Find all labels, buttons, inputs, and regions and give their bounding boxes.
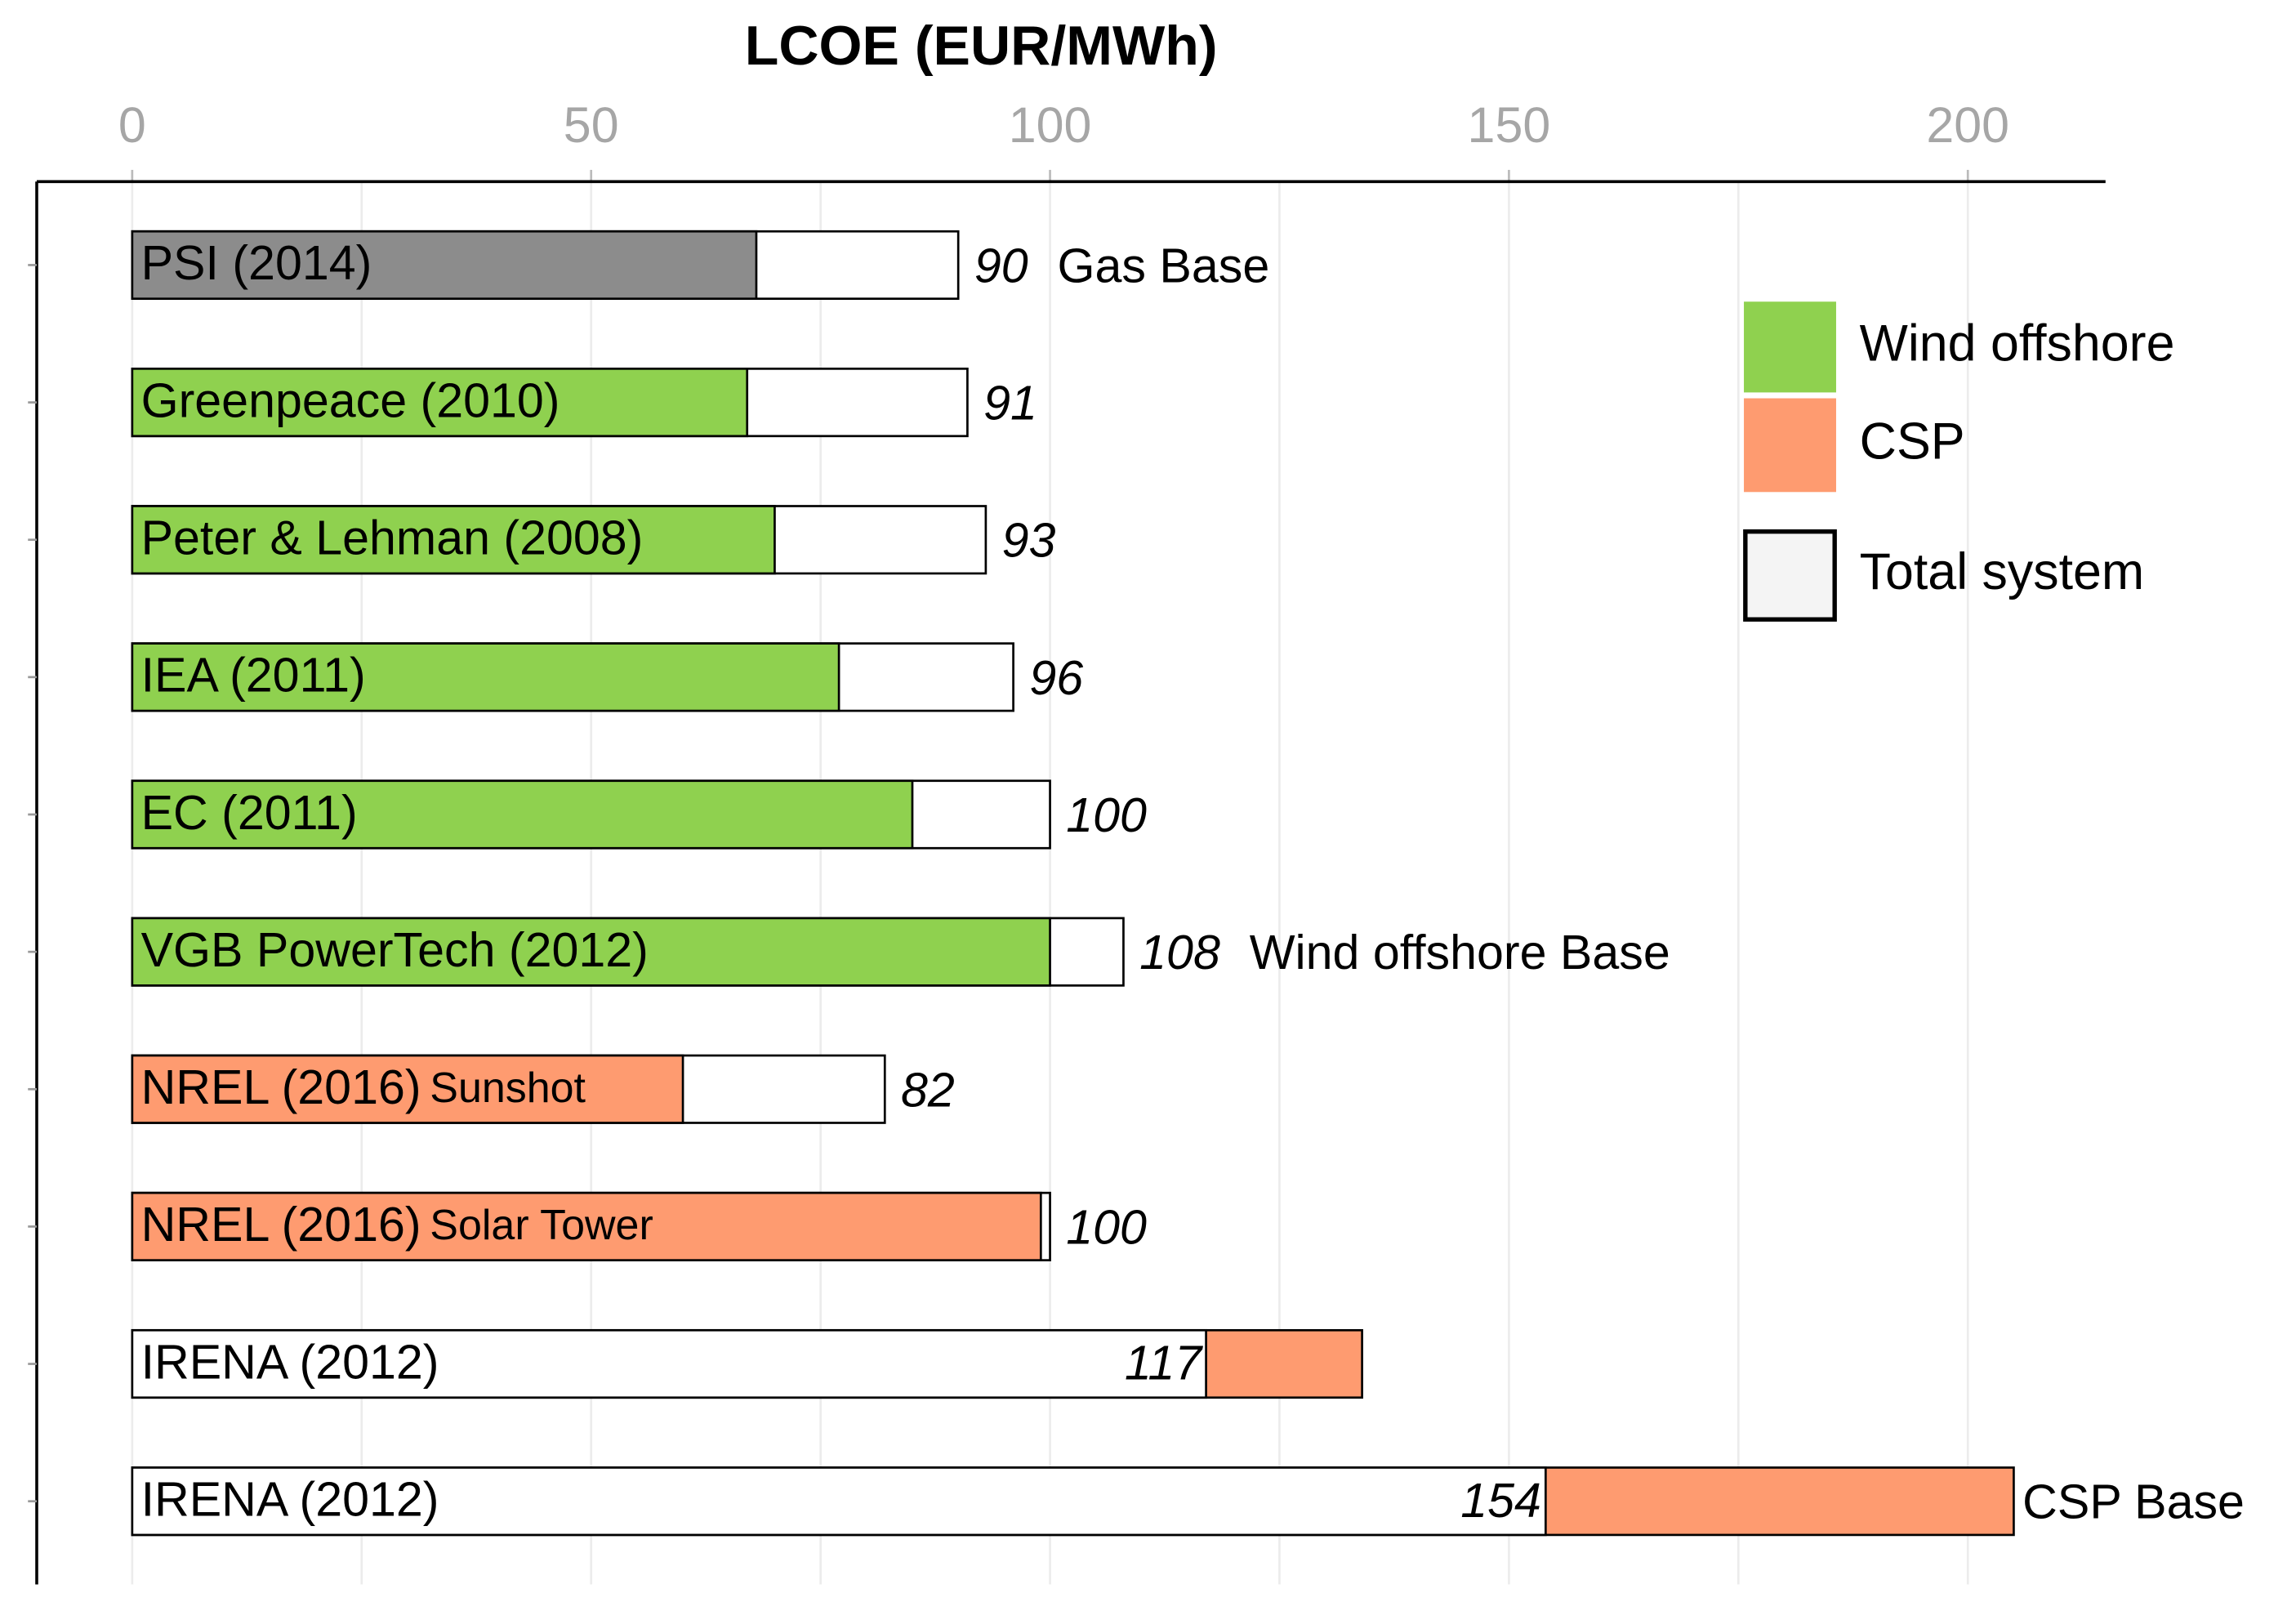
category-name: IRENA (2012) — [141, 1334, 439, 1389]
legend-label: CSP — [1860, 413, 1965, 470]
total-label: 100 — [1066, 788, 1147, 842]
category-suffix: Solar Tower — [430, 1202, 653, 1249]
chart-title: LCOE (EUR/MWh) — [745, 15, 1218, 77]
lcoe-bar — [131, 779, 914, 850]
total-label: 117 — [1125, 1336, 1203, 1390]
category-name: Greenpeace (2010) — [141, 373, 560, 427]
category-name: NREL (2016) — [141, 1197, 421, 1252]
lcoe-bar — [131, 505, 776, 575]
category-label: IRENA (2012) — [141, 1471, 439, 1526]
base-label: Wind offshore Base — [1250, 925, 1670, 979]
category-label: EC (2011) — [141, 784, 358, 839]
category-name: NREL (2016) — [141, 1060, 421, 1114]
lcoe-bar — [131, 230, 758, 301]
lcoe-bar — [131, 917, 1051, 987]
category-name: VGB PowerTech (2012) — [141, 922, 649, 977]
legend-label: Total system — [1860, 543, 2145, 600]
base-label: Gas Base — [1058, 238, 1270, 292]
category-name: PSI (2014) — [141, 235, 372, 290]
total-label: 93 — [1002, 513, 1056, 568]
x-tick-label: 0 — [118, 97, 146, 153]
total-system-bar — [131, 1466, 1547, 1537]
category-label: VGB PowerTech (2012) — [141, 922, 649, 977]
lcoe-bar — [131, 368, 749, 438]
category-name: IEA (2011) — [141, 647, 366, 702]
total-label: 100 — [1066, 1199, 1147, 1254]
x-tick-label: 50 — [564, 97, 619, 153]
category-label: NREL (2016) Sunshot — [141, 1060, 586, 1114]
total-label: 82 — [901, 1062, 955, 1117]
category-name: IRENA (2012) — [141, 1471, 439, 1526]
x-tick-label: 200 — [1926, 97, 2009, 153]
total-label: 96 — [1029, 650, 1083, 705]
total-label: 91 — [983, 376, 1037, 431]
category-label: IEA (2011) — [141, 647, 366, 702]
legend-swatch — [1744, 301, 1836, 393]
category-name: Peter & Lehman (2008) — [141, 510, 644, 564]
lcoe-bar — [131, 1054, 684, 1124]
category-suffix: Sunshot — [430, 1064, 586, 1112]
x-tick-label: 150 — [1468, 97, 1551, 153]
legend-swatch — [1743, 529, 1837, 622]
category-name: EC (2011) — [141, 784, 358, 839]
total-label: 154 — [1460, 1473, 1541, 1528]
category-label: NREL (2016) Solar Tower — [141, 1197, 653, 1252]
total-system-bar — [131, 1328, 1207, 1399]
total-label: 90 — [974, 238, 1028, 292]
category-label: Peter & Lehman (2008) — [141, 510, 644, 564]
legend-swatch — [1744, 398, 1836, 493]
lcoe-bar — [131, 642, 840, 712]
category-label: PSI (2014) — [141, 235, 372, 290]
total-label: 108 — [1139, 925, 1220, 979]
base-label: CSP Base — [2022, 1475, 2245, 1529]
category-label: IRENA (2012) — [141, 1334, 439, 1389]
legend-label: Wind offshore — [1860, 315, 2175, 372]
x-tick-label: 100 — [1009, 97, 1092, 153]
category-label: Greenpeace (2010) — [141, 373, 560, 427]
lcoe-bar — [131, 1191, 1042, 1261]
